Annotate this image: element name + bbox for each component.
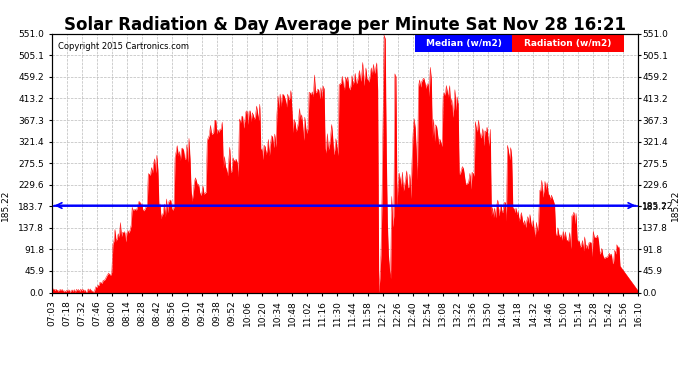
Text: Median (w/m2): Median (w/m2) (426, 39, 502, 48)
Text: Radiation (w/m2): Radiation (w/m2) (524, 39, 611, 48)
Text: 185.22: 185.22 (1, 190, 10, 221)
Text: Copyright 2015 Cartronics.com: Copyright 2015 Cartronics.com (58, 42, 188, 51)
FancyBboxPatch shape (512, 35, 624, 52)
Text: 185.22: 185.22 (671, 190, 680, 221)
FancyBboxPatch shape (415, 35, 512, 52)
Title: Solar Radiation & Day Average per Minute Sat Nov 28 16:21: Solar Radiation & Day Average per Minute… (64, 16, 626, 34)
